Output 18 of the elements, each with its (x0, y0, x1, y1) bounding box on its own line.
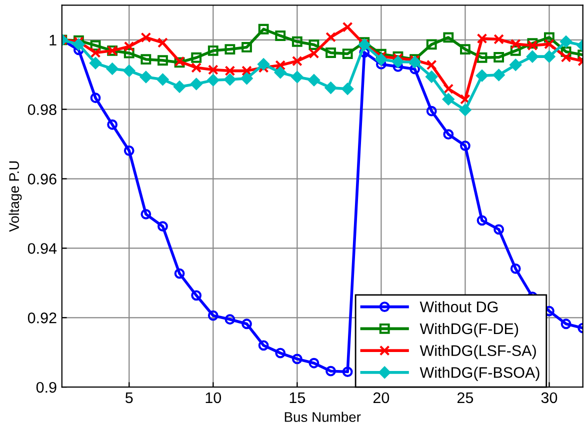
legend-label: WithDG(LSF-SA) (420, 344, 536, 360)
y-tick-label: 0.9 (36, 382, 56, 393)
x-tick-label: 10 (206, 392, 222, 404)
y-tick-label: 0.96 (28, 174, 56, 184)
x-tick-label: 5 (125, 392, 133, 404)
y-axis-title: Voltage P.U (8, 161, 22, 232)
x-axis-title: Bus Number (284, 412, 361, 422)
x-tick-label: 15 (290, 392, 306, 404)
x-tick-label: 20 (373, 392, 390, 404)
legend-label: WithDG(F-BSOA) (420, 366, 540, 381)
legend-label: Without DG (420, 301, 498, 312)
x-tick-label: 25 (457, 392, 474, 404)
x-tick-label: 30 (541, 392, 558, 404)
y-tick-label: 0.94 (28, 243, 57, 254)
y-tick-label: 1 (50, 34, 56, 46)
legend-label: WithDG(F-DE) (420, 322, 518, 338)
y-tick-label: 0.92 (28, 312, 56, 324)
y-tick-label: 0.98 (28, 104, 56, 116)
